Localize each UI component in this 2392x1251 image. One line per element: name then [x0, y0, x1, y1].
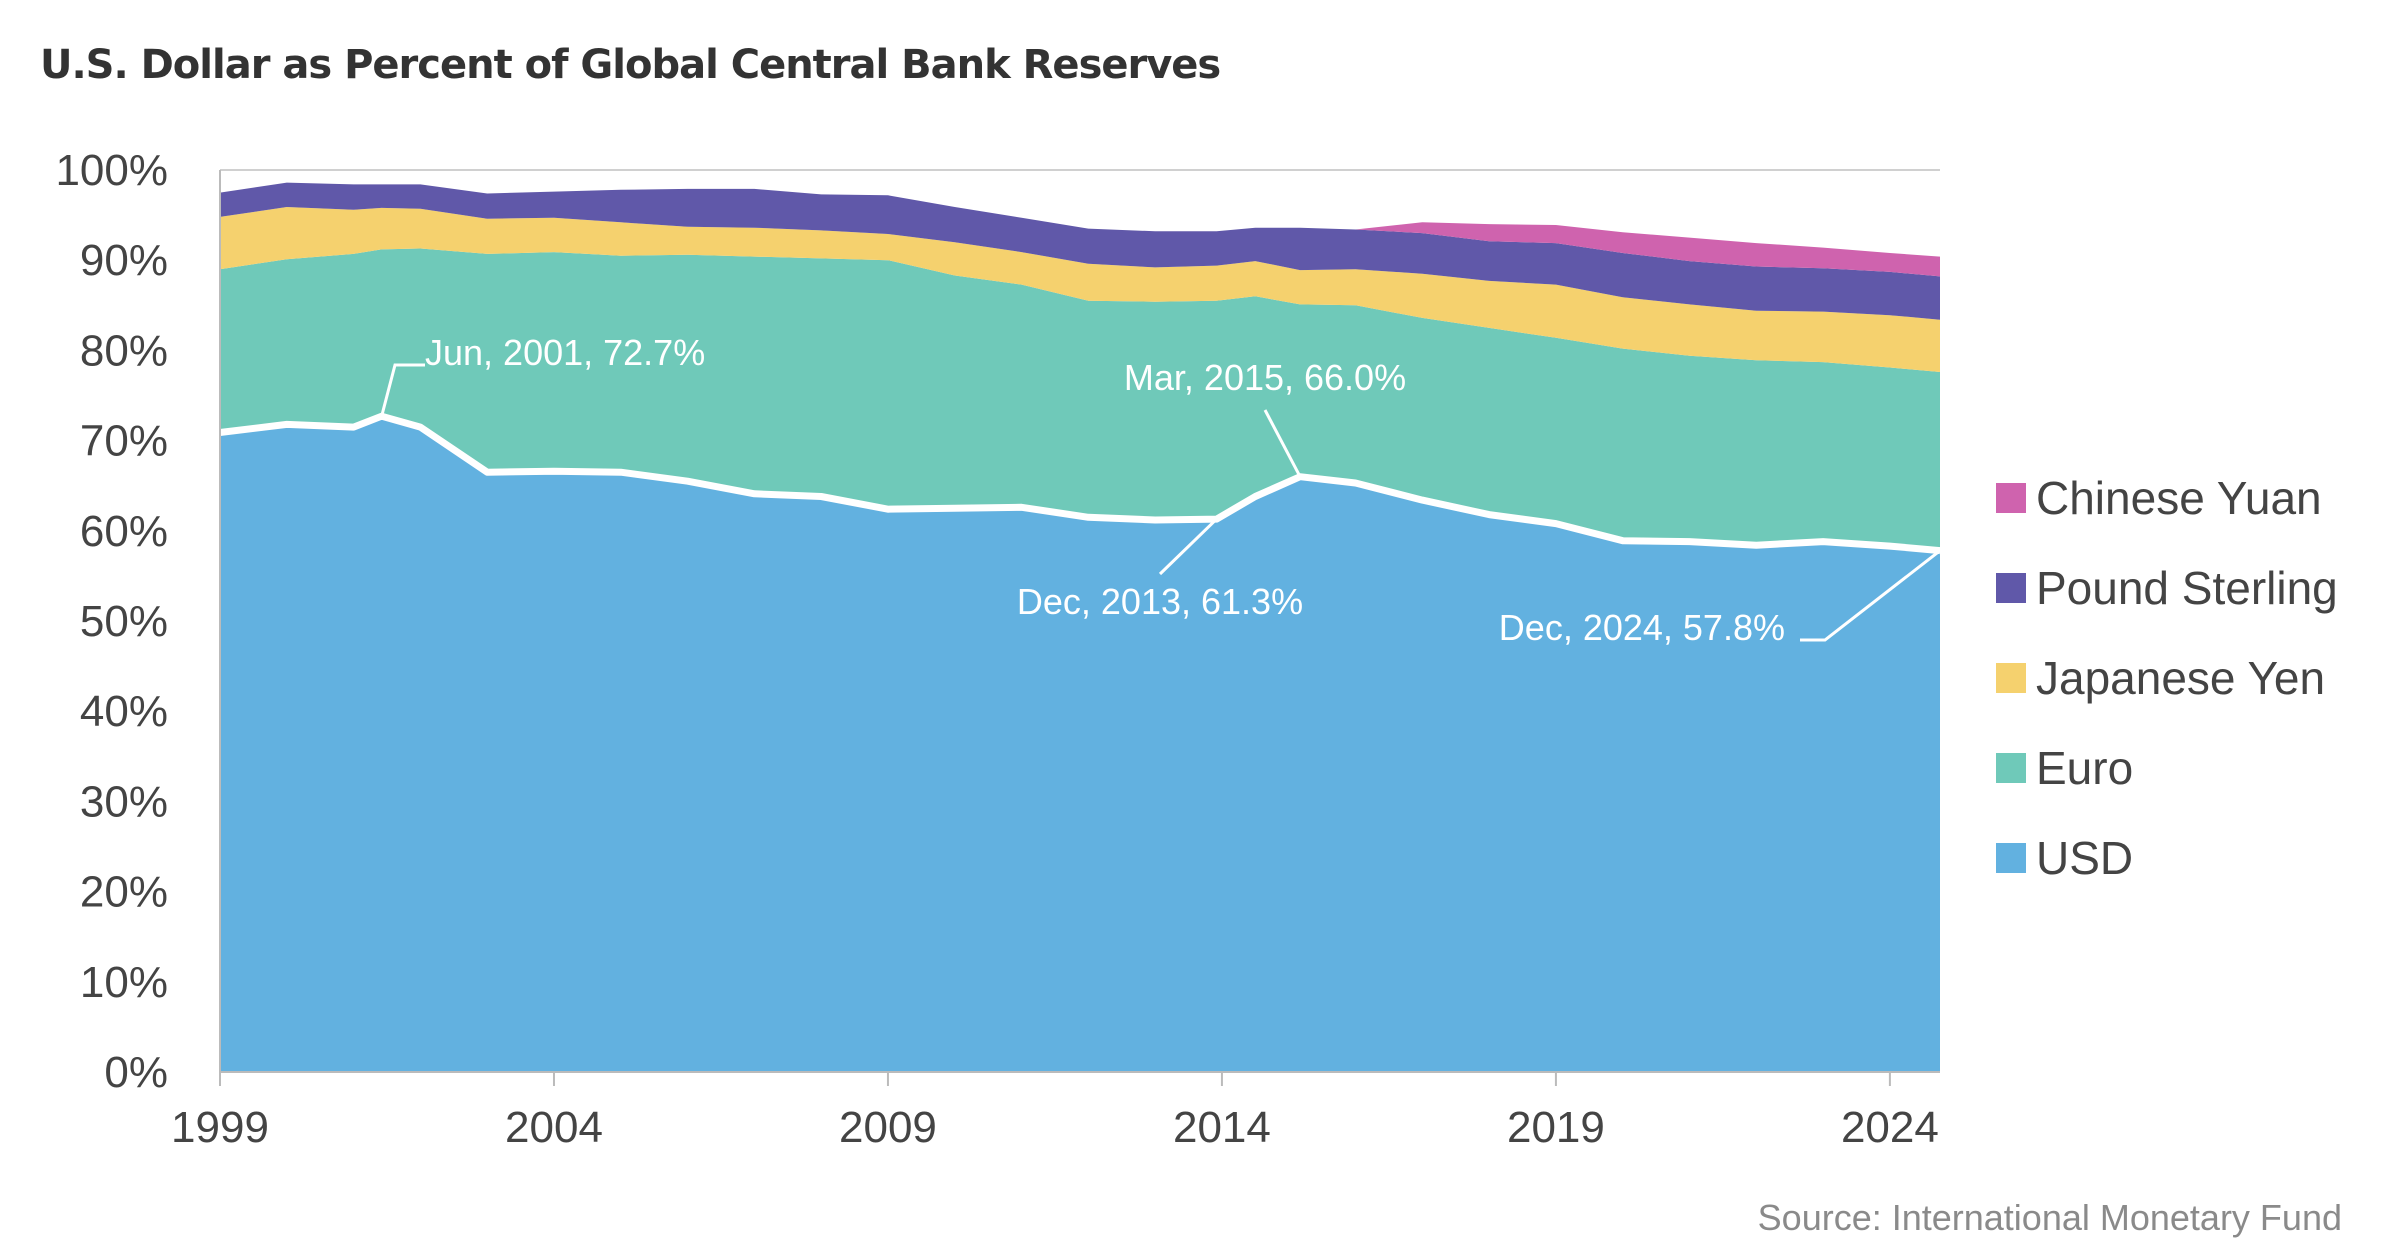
- x-tick-label: 1999: [171, 1103, 269, 1152]
- annotation-label: Dec, 2024, 57.8%: [1499, 607, 1785, 648]
- legend-swatch-usd: [1996, 843, 2026, 873]
- y-tick-label: 10%: [80, 958, 168, 1007]
- source-note: Source: International Monetary Fund: [1758, 1197, 2342, 1238]
- legend-label-japanese-yen: Japanese Yen: [2036, 652, 2325, 704]
- area-usd: [220, 416, 1940, 1072]
- y-tick-label: 100%: [55, 146, 168, 195]
- y-tick-label: 50%: [80, 597, 168, 646]
- legend-label-chinese-yuan: Chinese Yuan: [2036, 472, 2322, 524]
- y-tick-label: 0%: [104, 1048, 168, 1097]
- legend-label-euro: Euro: [2036, 742, 2133, 794]
- annotation-layer: Jun, 2001, 72.7% Dec, 2013, 61.3% Mar, 201…: [380, 332, 1941, 648]
- y-tick-label: 80%: [80, 326, 168, 375]
- legend-swatch-pound-sterling: [1996, 573, 2026, 603]
- area-chinese-yuan: [220, 182, 1940, 277]
- x-tick-label: 2024: [1841, 1103, 1939, 1152]
- annotation-leader: [1158, 517, 1218, 576]
- annotation-leader: [380, 363, 425, 417]
- y-tick-label: 90%: [80, 236, 168, 285]
- legend-swatch-chinese-yuan: [1996, 483, 2026, 513]
- y-tick-label: 20%: [80, 868, 168, 917]
- usd-share-line: [219, 412, 1941, 555]
- area-japanese-yen: [220, 207, 1940, 372]
- legend: Chinese Yuan Pound Sterling Japanese Yen Eu…: [1996, 472, 2338, 884]
- chart-title: U.S. Dollar as Percent of Global Central…: [40, 42, 1221, 88]
- area-pound-sterling: [220, 182, 1940, 320]
- annotation-label: Dec, 2013, 61.3%: [1017, 581, 1303, 622]
- annotation-label: Jun, 2001, 72.7%: [425, 332, 705, 373]
- legend-swatch-japanese-yen: [1996, 663, 2026, 693]
- usd-line-layer: [219, 412, 1941, 555]
- legend-label-pound-sterling: Pound Sterling: [2036, 562, 2338, 614]
- y-tick-label: 30%: [80, 777, 168, 826]
- y-tick-label: 70%: [80, 417, 168, 466]
- x-tick-label: 2014: [1173, 1103, 1271, 1152]
- axes-layer: 0% 10% 20% 30% 40% 50% 60% 70% 80% 90% 100% 1999 200…: [55, 146, 1940, 1152]
- x-tick-label: 2009: [839, 1103, 937, 1152]
- annotation-leader: [1263, 409, 1302, 478]
- x-tick-label: 2019: [1507, 1103, 1605, 1152]
- y-tick-label: 60%: [80, 507, 168, 556]
- legend-label-usd: USD: [2036, 832, 2133, 884]
- x-tick-label: 2004: [505, 1103, 603, 1152]
- annotation-label: Mar, 2015, 66.0%: [1124, 357, 1406, 398]
- annotation-leader: [1800, 549, 1941, 642]
- legend-swatch-euro: [1996, 753, 2026, 783]
- y-tick-label: 40%: [80, 687, 168, 736]
